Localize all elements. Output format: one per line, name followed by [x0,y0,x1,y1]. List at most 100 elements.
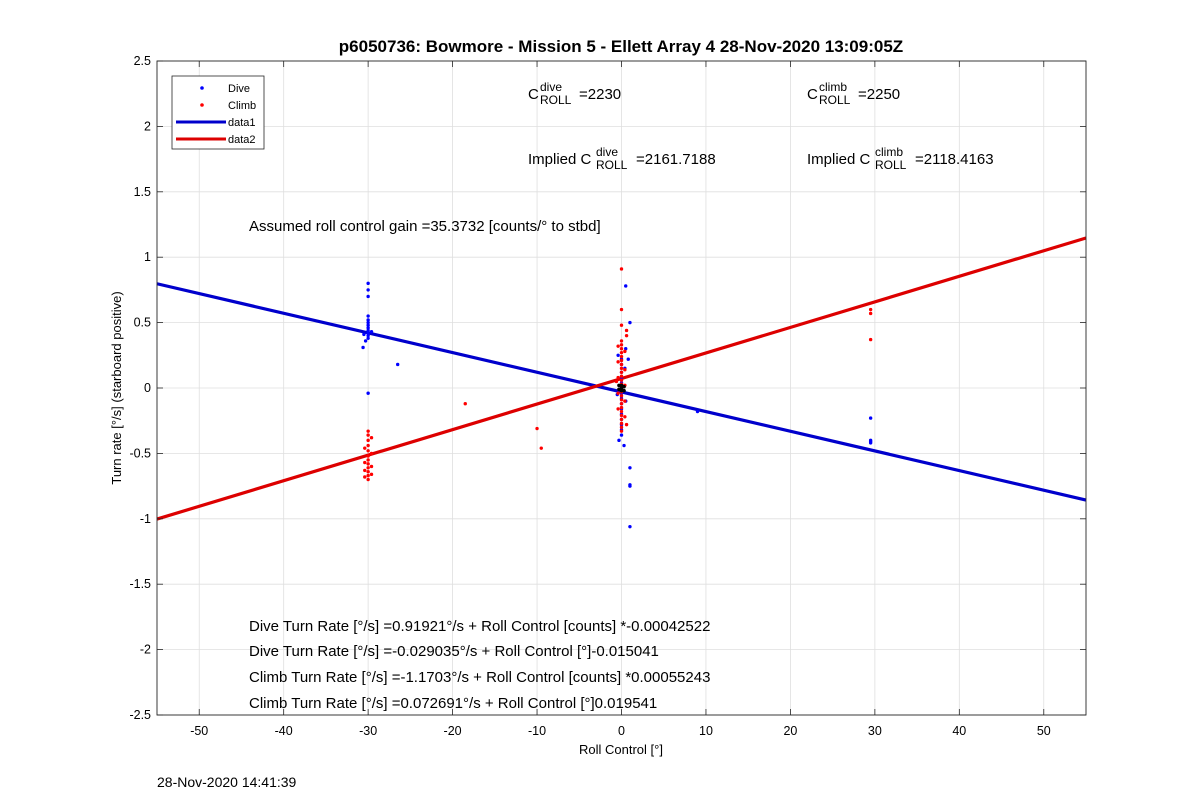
equation-dive-counts: Dive Turn Rate [°/s] =0.91921°/s + Roll … [249,618,710,635]
point-center [622,384,626,389]
point-climb [366,429,370,433]
point-dive [369,330,374,334]
point-climb [366,433,370,437]
y-tick-label: -2 [140,643,151,657]
point-dive [366,323,370,327]
point-dive [366,336,370,340]
point-climb [616,344,620,348]
point-climb [616,360,620,364]
point-dive [628,320,632,325]
point-dive [624,284,628,288]
point-climb [366,454,370,458]
x-tick-label: 30 [868,724,882,738]
point-dive [366,281,370,286]
point-climb [366,458,370,462]
x-tick-label: -50 [190,724,208,738]
y-tick-label: 2 [144,119,151,133]
point-climb [369,436,374,440]
point-dive [624,347,628,351]
point-climb [619,347,624,351]
point-climb [366,477,370,482]
point-dive [616,353,620,357]
point-center [617,383,621,388]
point-climb [366,473,370,478]
point-climb [619,343,624,347]
point-climb [619,413,624,418]
point-climb [366,470,370,474]
point-climb [366,438,370,443]
y-axis-label: Turn rate [°/s] (starboard positive) [109,291,124,484]
svg-text:Implied C: Implied C [807,151,871,168]
point-dive [628,466,632,470]
point-climb [619,339,624,343]
point-dive [695,409,700,414]
point-climb [369,464,374,469]
gain-annotation: Assumed roll control gain =35.3732 [coun… [249,218,601,235]
point-climb [535,426,539,431]
point-climb [619,401,624,406]
y-tick-label: 0.5 [134,316,151,330]
y-tick-label: -1.5 [129,577,151,591]
point-climb [623,415,627,419]
svg-text:climb: climb [875,145,903,159]
svg-text:ROLL: ROLL [819,93,851,107]
y-tick-label: 0 [144,381,151,395]
point-climb [623,399,627,403]
point-dive [366,326,370,330]
point-climb [616,375,620,380]
point-climb [619,358,624,363]
data-points [361,267,873,529]
point-dive [366,333,370,338]
x-tick-label: 50 [1037,724,1051,738]
y-tick-label: -1 [140,512,151,526]
axis-ticks: -50 -40 -30 -20 -10 0 10 20 30 40 50-2.5-2-1.5-1-0… [129,54,1086,738]
point-center [622,388,626,393]
point-dive [366,288,370,292]
implied-dive-annotation: Implied C dive ROLL =2161.7188 [528,145,716,172]
point-climb [619,366,624,371]
point-climb [369,451,374,456]
svg-text:ROLL: ROLL [540,93,572,107]
point-dive [366,320,370,325]
x-tick-label: -10 [528,724,546,738]
point-dive [363,339,368,343]
svg-text:=2161.7188: =2161.7188 [636,151,716,168]
point-dive [366,331,370,335]
point-climb [624,328,629,333]
point-climb [363,446,367,450]
implied-climb-annotation: Implied C climb ROLL =2118.4163 [807,145,994,172]
svg-text:=2230: =2230 [579,86,621,103]
point-dive [395,362,400,367]
x-tick-label: 10 [699,724,713,738]
svg-text:ROLL: ROLL [596,158,628,172]
svg-text:climb: climb [819,80,847,94]
point-climb [619,267,624,271]
y-tick-label: 2.5 [134,54,151,68]
point-climb [369,472,374,477]
legend-data1-label: data1 [228,117,256,129]
point-climb [366,449,370,453]
point-climb [619,370,624,375]
legend-climb-marker [200,103,204,107]
footer-timestamp: 28-Nov-2020 14:41:39 [157,774,297,790]
y-tick-label: 1 [144,250,151,264]
svg-text:dive: dive [540,80,562,94]
point-dive [628,484,632,488]
y-tick-label: -2.5 [129,708,151,722]
x-axis-label: Roll Control [°] [579,742,663,757]
point-climb [619,417,624,422]
chart-title: p6050736: Bowmore - Mission 5 - Ellett A… [339,37,903,56]
point-climb [366,443,370,448]
point-climb [616,407,620,411]
point-climb [619,378,624,382]
point-dive [366,328,370,333]
x-tick-label: -40 [275,724,293,738]
point-dive [617,438,621,443]
point-climb [619,323,624,327]
legend-box [171,75,265,150]
point-climb [623,367,627,372]
point-dive [619,433,624,437]
point-climb [619,409,624,414]
point-climb [366,462,370,466]
point-climb [624,333,629,338]
